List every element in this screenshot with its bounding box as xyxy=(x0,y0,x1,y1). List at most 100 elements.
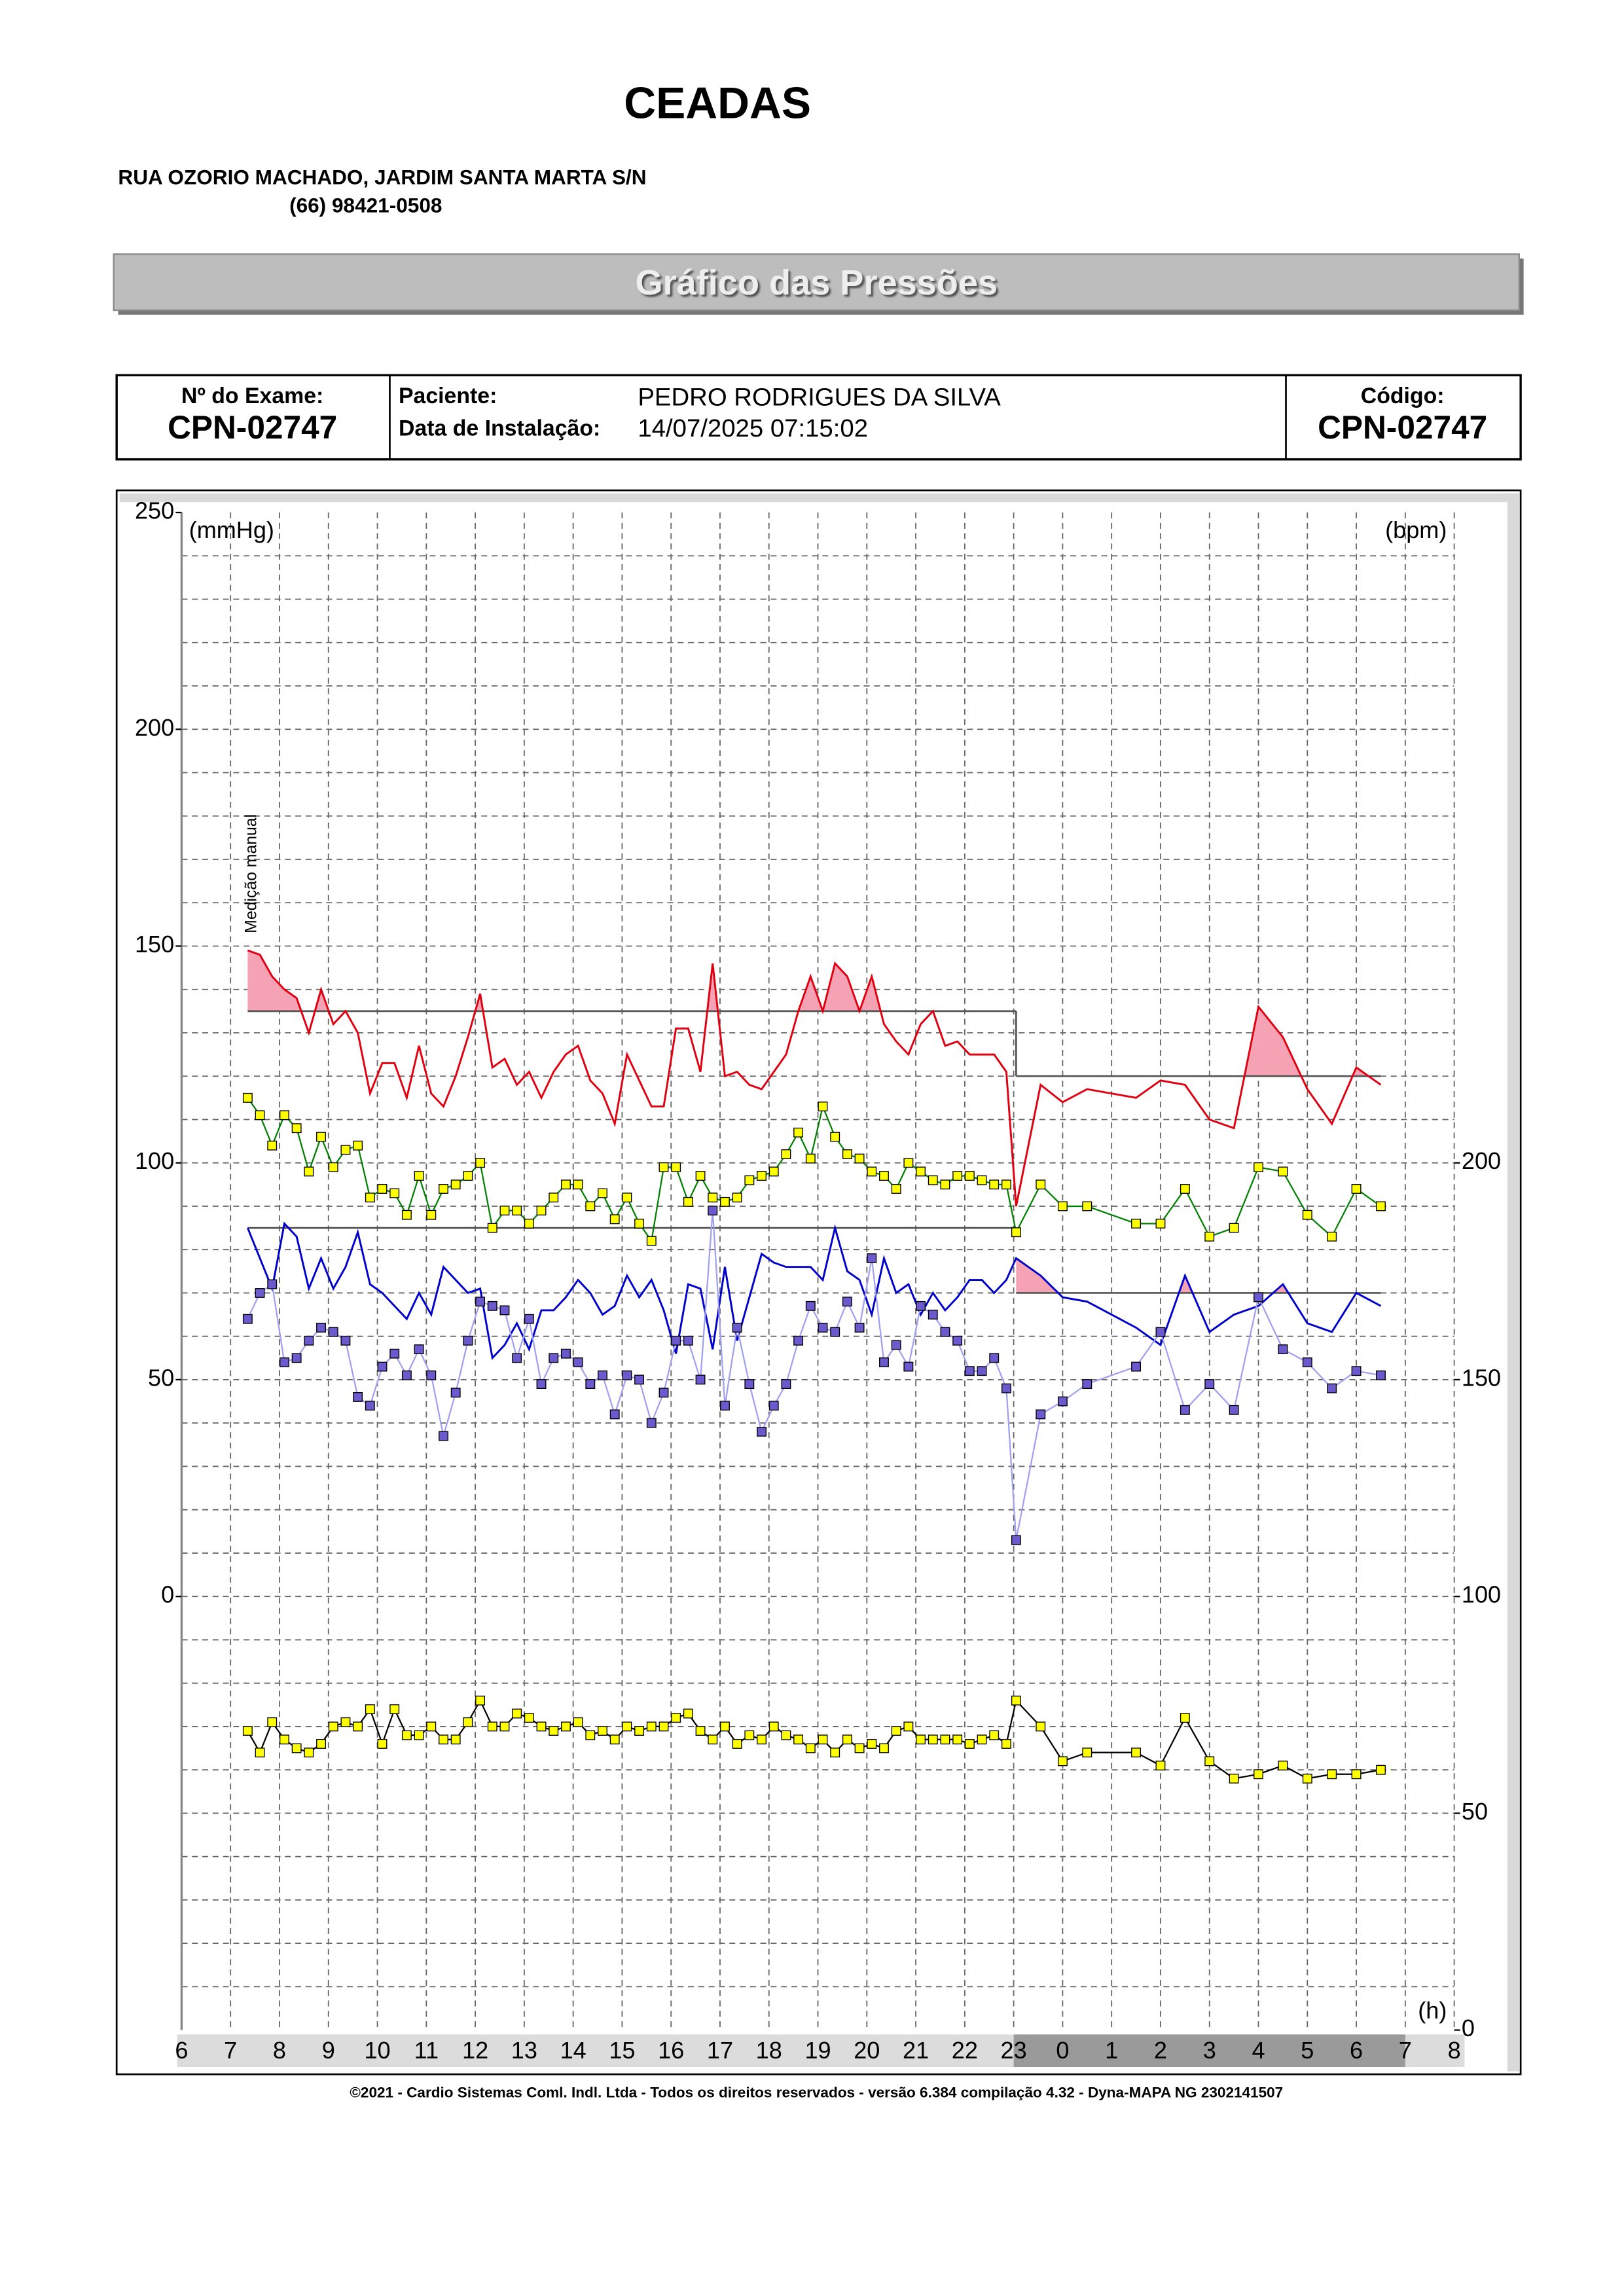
y-tick-label: 200 xyxy=(135,714,174,741)
series-marker xyxy=(842,1149,852,1159)
series-marker xyxy=(1057,1396,1068,1407)
series-marker xyxy=(353,1140,363,1151)
series-marker xyxy=(671,1335,681,1346)
series-marker xyxy=(463,1171,473,1181)
y2-tick-label: 0 xyxy=(1462,2015,1475,2041)
series-marker xyxy=(830,1748,840,1758)
series-marker xyxy=(560,1179,571,1190)
x-tick-label: 8 xyxy=(273,2037,286,2064)
banner xyxy=(113,253,1520,312)
series-marker xyxy=(744,1175,755,1185)
series-marker xyxy=(989,1730,1000,1740)
address: RUA OZORIO MACHADO, JARDIM SANTA MARTA S… xyxy=(118,166,646,189)
series-marker xyxy=(549,1726,559,1736)
series-marker xyxy=(475,1297,486,1307)
series-marker xyxy=(695,1726,706,1736)
y2-tick-label: 200 xyxy=(1462,1147,1501,1174)
series-marker xyxy=(573,1357,583,1367)
series-marker xyxy=(1302,1210,1312,1220)
series-marker xyxy=(744,1379,755,1390)
series-marker xyxy=(1229,1405,1239,1415)
series-marker xyxy=(316,1323,326,1333)
x-tick-label: 13 xyxy=(511,2037,537,2064)
x-tick-label: 0 xyxy=(1056,2037,1069,2064)
x-tick-label: 14 xyxy=(560,2037,586,2064)
series-marker xyxy=(854,1153,865,1164)
series-marker xyxy=(377,1361,388,1372)
series-marker xyxy=(903,1721,914,1732)
series-marker xyxy=(708,1193,718,1203)
series-marker xyxy=(732,1323,742,1333)
series-marker xyxy=(1351,1184,1362,1194)
series-marker xyxy=(316,1132,326,1142)
series-marker xyxy=(903,1361,914,1372)
series-marker xyxy=(952,1171,963,1181)
series-marker xyxy=(1131,1361,1142,1372)
series-marker xyxy=(867,1738,877,1749)
series-marker xyxy=(1278,1344,1288,1355)
series-marker xyxy=(683,1708,693,1719)
series-marker xyxy=(952,1734,963,1745)
series-marker xyxy=(1254,1292,1263,1302)
series-marker xyxy=(439,1734,448,1745)
series-marker xyxy=(964,1738,975,1749)
series-marker xyxy=(646,1721,657,1732)
title: CEADAS xyxy=(624,79,811,128)
series-marker xyxy=(475,1695,486,1706)
series-marker xyxy=(757,1734,767,1745)
series-marker xyxy=(683,1335,693,1346)
footer: ©2021 - Cardio Sistemas Coml. Indl. Ltda… xyxy=(350,2085,1283,2101)
series-marker xyxy=(634,1219,645,1229)
x-tick-label: 10 xyxy=(364,2037,390,2064)
series-marker xyxy=(389,1704,400,1714)
series-marker xyxy=(1011,1227,1021,1238)
y-tick-label: 50 xyxy=(148,1364,174,1391)
series-marker xyxy=(1302,1773,1312,1784)
series-marker xyxy=(634,1726,645,1736)
date-label: Data de Instalação: xyxy=(399,416,600,441)
series-marker xyxy=(1327,1231,1337,1242)
series-marker xyxy=(695,1171,706,1181)
chart-frame xyxy=(115,489,1522,2075)
series-marker xyxy=(1351,1366,1362,1376)
series-marker xyxy=(524,1713,534,1723)
series-marker xyxy=(818,1102,828,1112)
x-tick-label: 16 xyxy=(658,2037,684,2064)
series-marker xyxy=(977,1366,987,1376)
x-tick-label: 1 xyxy=(1105,2037,1118,2064)
x-tick-label: 9 xyxy=(322,2037,335,2064)
series-marker xyxy=(328,1162,338,1172)
banner-title: Gráfico das Pressões xyxy=(635,263,998,302)
series-marker xyxy=(1001,1179,1011,1190)
series-marker xyxy=(793,1127,804,1138)
series-marker xyxy=(377,1738,388,1749)
series-marker xyxy=(512,1206,522,1216)
series-marker xyxy=(499,1721,510,1732)
series-marker xyxy=(732,1193,742,1203)
series-marker xyxy=(389,1188,400,1198)
series-marker xyxy=(830,1327,840,1337)
series-marker xyxy=(1131,1219,1142,1229)
series-marker xyxy=(1204,1379,1215,1390)
series-marker xyxy=(585,1379,596,1390)
series-marker xyxy=(1229,1223,1239,1233)
series-marker xyxy=(340,1145,351,1155)
series-marker xyxy=(255,1748,265,1758)
series-marker xyxy=(573,1179,583,1190)
series-marker xyxy=(280,1734,289,1745)
x-tick-label: 19 xyxy=(804,2037,831,2064)
x-tick-label: 17 xyxy=(707,2037,733,2064)
series-marker xyxy=(989,1179,1000,1190)
series-marker xyxy=(646,1418,657,1428)
series-marker xyxy=(401,1210,412,1220)
series-marker xyxy=(1376,1201,1386,1211)
series-marker xyxy=(1254,1769,1263,1780)
x-tick-label: 6 xyxy=(1350,2037,1363,2064)
series-marker xyxy=(659,1388,669,1398)
exceed-area xyxy=(247,950,1017,1011)
x-tick-label: 6 xyxy=(175,2037,188,2064)
series-marker xyxy=(598,1726,607,1736)
series-marker xyxy=(291,1353,302,1363)
series-marker xyxy=(744,1730,755,1740)
patient-label: Paciente: xyxy=(399,384,497,408)
